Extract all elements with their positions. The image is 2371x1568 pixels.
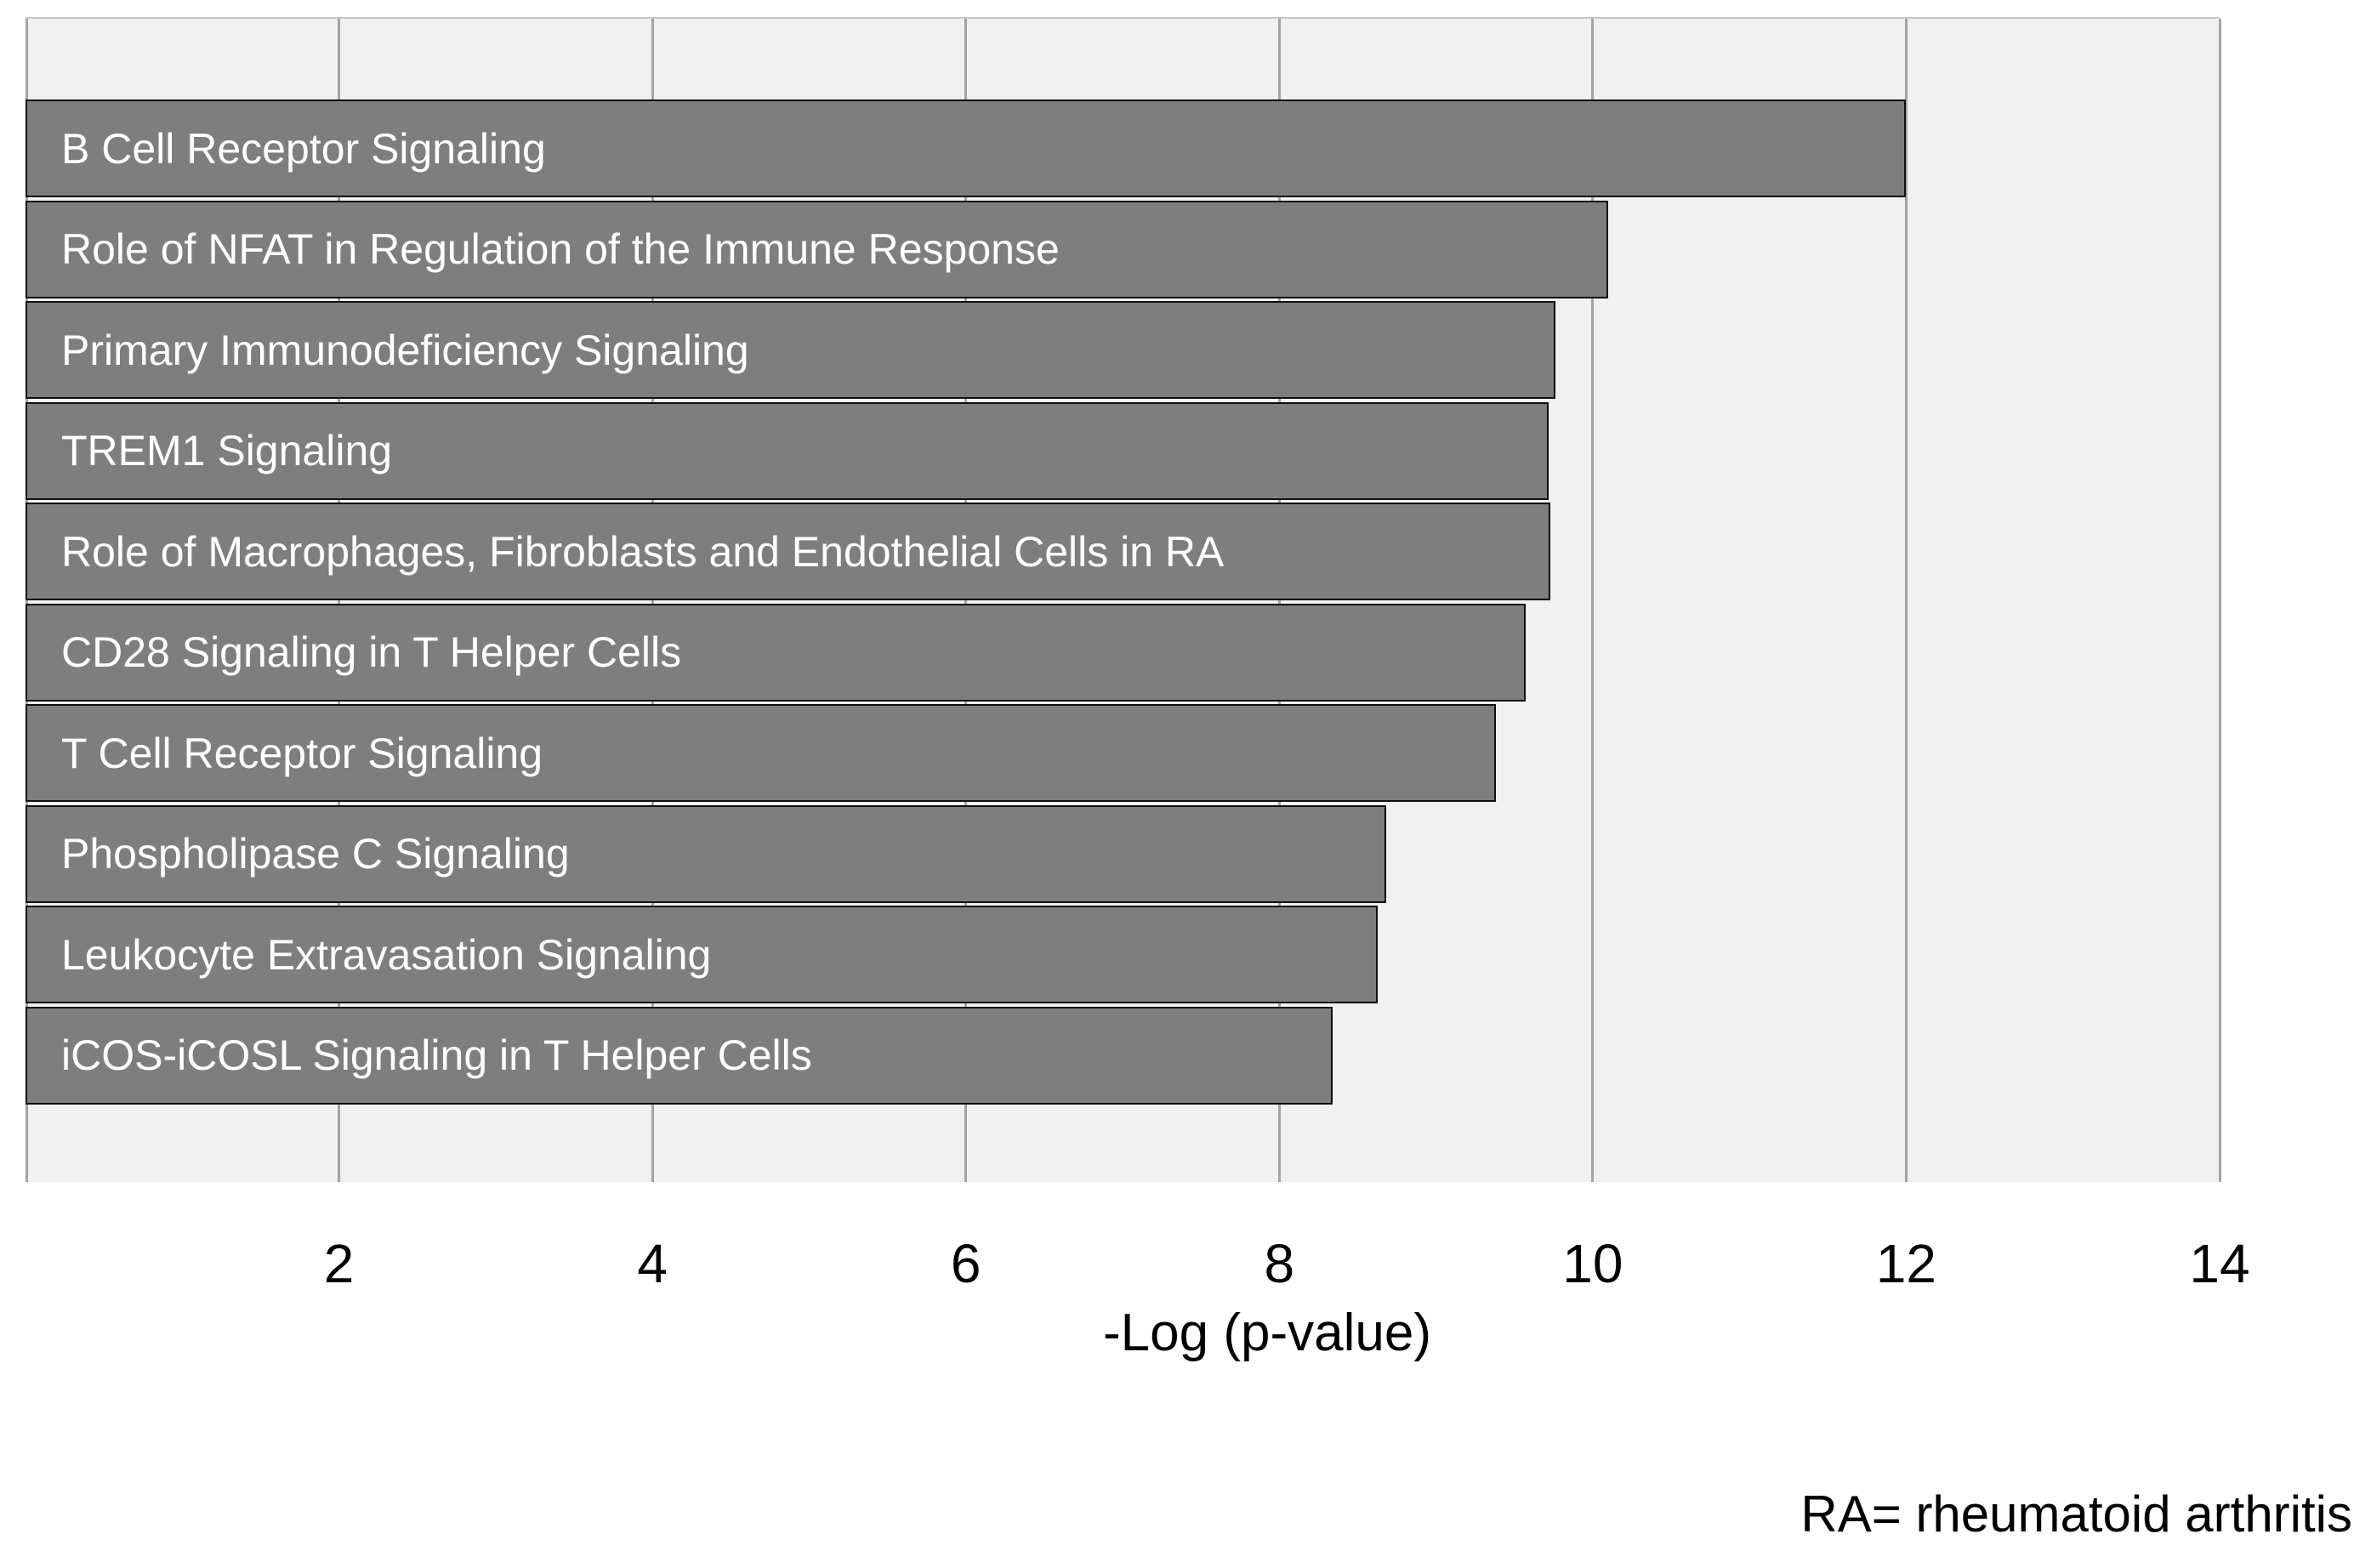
- x-axis-title: -Log (p-value): [1103, 1304, 1431, 1362]
- bar-row: TREM1 Signaling: [26, 401, 2220, 500]
- gridline-x-10: [1591, 19, 1595, 1182]
- bar: Phospholipase C Signaling: [26, 804, 1386, 903]
- bar-label: Role of Macrophages, Fibroblasts and End…: [61, 527, 1225, 576]
- bars-container: B Cell Receptor Signaling Role of NFAT in…: [26, 99, 2220, 1107]
- bar: Role of NFAT in Regulation of the Immune…: [26, 200, 1609, 298]
- bar-row: Primary Immunodeficiency Signaling: [26, 301, 2220, 399]
- gridline-x-4: [651, 19, 654, 1182]
- bar-row: B Cell Receptor Signaling: [26, 99, 2220, 197]
- bar: TREM1 Signaling: [26, 401, 1549, 500]
- x-tick-label: 8: [1264, 1233, 1295, 1294]
- gridline-x-12: [1904, 19, 1908, 1182]
- bar-row: iCOS-iCOSL Signaling in T Helper Cells: [26, 1006, 2220, 1105]
- plot-area: B Cell Receptor Signaling Role of NFAT in…: [26, 17, 2221, 1182]
- bar-label: Leukocyte Extravasation Signaling: [61, 930, 712, 979]
- bar: T Cell Receptor Signaling: [26, 704, 1496, 802]
- bar-row: Role of NFAT in Regulation of the Immune…: [26, 200, 2220, 298]
- gridline-x-6: [964, 19, 968, 1182]
- bar-label: T Cell Receptor Signaling: [61, 729, 543, 777]
- gridline-x-2: [338, 19, 341, 1182]
- bar: Primary Immunodeficiency Signaling: [26, 301, 1555, 399]
- x-tick-label: 12: [1875, 1233, 1937, 1294]
- bar-label: B Cell Receptor Signaling: [61, 124, 546, 173]
- bar: CD28 Signaling in T Helper Cells: [26, 603, 1526, 702]
- gridline-x-8: [1277, 19, 1281, 1182]
- x-tick-label: 6: [950, 1233, 981, 1294]
- footnote-abbreviation-note: RA= rheumatoid arthritis: [1800, 1486, 2352, 1542]
- bar: Leukocyte Extravasation Signaling: [26, 906, 1379, 1003]
- bar-label: TREM1 Signaling: [61, 427, 393, 474]
- bar-label: iCOS-iCOSL Signaling in T Helper Cells: [61, 1031, 812, 1079]
- gridline-x-14: [2218, 19, 2221, 1182]
- bar: Role of Macrophages, Fibroblasts and End…: [26, 503, 1551, 600]
- bar-label: Primary Immunodeficiency Signaling: [61, 326, 749, 374]
- x-tick-label: 10: [1562, 1233, 1623, 1294]
- x-tick-label: 2: [323, 1233, 355, 1294]
- x-tick-label: 14: [2189, 1233, 2250, 1294]
- gridline-x-0: [26, 19, 28, 1182]
- x-tick-label: 4: [637, 1233, 668, 1294]
- bar: B Cell Receptor Signaling: [26, 99, 1907, 197]
- bar-label: Phospholipase C Signaling: [61, 830, 570, 878]
- bar-label: CD28 Signaling in T Helper Cells: [61, 628, 682, 676]
- bar: iCOS-iCOSL Signaling in T Helper Cells: [26, 1006, 1333, 1105]
- bar-row: Phospholipase C Signaling: [26, 804, 2220, 903]
- bar-row: T Cell Receptor Signaling: [26, 704, 2220, 802]
- bar-row: CD28 Signaling in T Helper Cells: [26, 603, 2220, 702]
- bar-label: Role of NFAT in Regulation of the Immune…: [61, 225, 1060, 273]
- bar-row: Leukocyte Extravasation Signaling: [26, 906, 2220, 1003]
- bar-row: Role of Macrophages, Fibroblasts and End…: [26, 503, 2220, 600]
